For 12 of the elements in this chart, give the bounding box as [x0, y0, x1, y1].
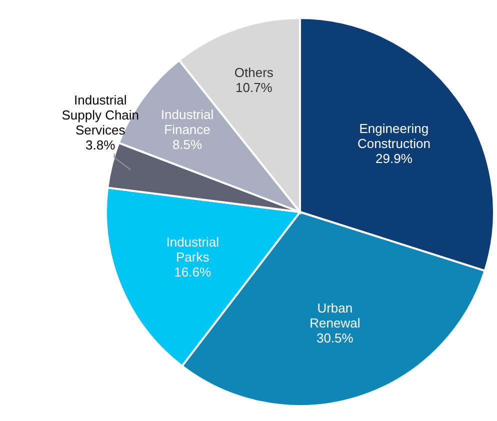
slice-label: Industrial Finance	[160, 107, 214, 138]
slice-label: Industrial Supply Chain Services	[62, 92, 140, 138]
data-label: 3.8%	[86, 138, 116, 153]
slice-label: Others	[234, 65, 274, 80]
data-label: 10.7%	[235, 80, 273, 96]
data-label: 16.6%	[174, 264, 212, 280]
data-label: 29.9%	[376, 150, 413, 166]
slice-label: Urban Renewal	[310, 300, 360, 331]
slice-label: Engineering Construction	[357, 120, 430, 151]
slice-label: Industrial Parks	[166, 234, 220, 264]
data-label: 8.5%	[172, 137, 203, 152]
data-label: 30.5%	[316, 330, 354, 346]
